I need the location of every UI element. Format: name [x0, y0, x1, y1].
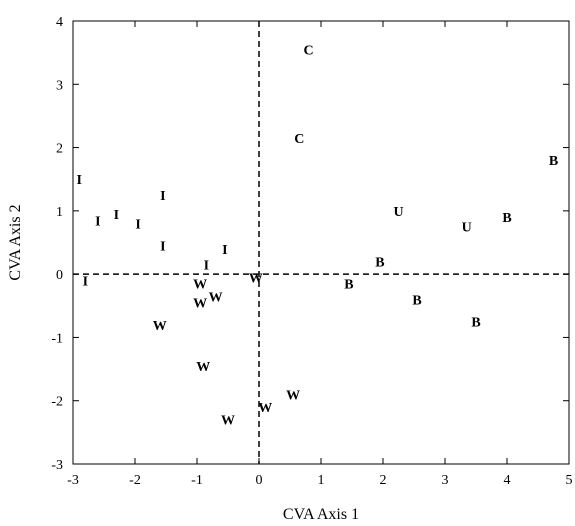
data-point-b: B	[344, 278, 353, 293]
y-axis-title: CVA Axis 2	[7, 204, 24, 280]
data-point-w: W	[193, 297, 207, 312]
y-tick-label: 2	[56, 142, 63, 157]
y-tick-label: -2	[51, 395, 63, 410]
x-tick-label: -2	[129, 473, 141, 488]
data-point-w: W	[196, 360, 210, 375]
y-tick-label: -1	[51, 331, 63, 346]
x-tick-label: 1	[318, 473, 325, 488]
data-point-u: U	[393, 205, 403, 220]
data-point-i: I	[135, 218, 140, 233]
data-point-c: C	[294, 132, 304, 147]
y-tick-label: 3	[56, 78, 63, 93]
data-point-i: I	[114, 208, 119, 223]
y-tick-label: 1	[56, 205, 63, 220]
x-tick-label: 4	[504, 473, 511, 488]
plot-frame	[72, 20, 570, 465]
data-point-w: W	[209, 290, 223, 305]
y-tick-label: 4	[56, 15, 63, 30]
data-point-i: I	[76, 173, 81, 188]
data-point-w: W	[193, 278, 207, 293]
data-point-w: W	[258, 401, 272, 416]
data-point-i: I	[95, 214, 100, 229]
data-point-u: U	[462, 221, 472, 236]
data-point-w: W	[286, 388, 300, 403]
x-tick-label: -3	[67, 473, 79, 488]
x-tick-label: 5	[566, 473, 573, 488]
data-point-b: B	[502, 211, 511, 226]
x-tick-label: 0	[256, 473, 263, 488]
y-tick-label: -3	[51, 458, 63, 473]
axis-ticks	[72, 20, 570, 465]
data-point-i: I	[160, 240, 165, 255]
data-point-w: W	[249, 271, 263, 286]
data-point-b: B	[471, 316, 480, 331]
data-point-w: W	[221, 414, 235, 429]
data-point-b: B	[375, 255, 384, 270]
tick-labels: -3 -2 -1 0 1 2 3 4 5 -3 -2 -1 0 1 2 3 4	[51, 15, 572, 488]
data-point-b: B	[412, 293, 421, 308]
data-point-i: I	[222, 243, 227, 258]
data-point-b: B	[549, 154, 558, 169]
x-tick-label: 3	[442, 473, 449, 488]
data-point-i: I	[83, 274, 88, 289]
data-point-w: W	[153, 319, 167, 334]
x-axis-title: CVA Axis 1	[283, 506, 359, 523]
x-tick-label: -1	[191, 473, 203, 488]
data-point-i: I	[204, 259, 209, 274]
data-point-i: I	[160, 189, 165, 204]
y-tick-label: 0	[56, 268, 63, 283]
x-tick-label: 2	[380, 473, 387, 488]
data-point-c: C	[304, 43, 314, 58]
reference-lines	[73, 21, 569, 464]
